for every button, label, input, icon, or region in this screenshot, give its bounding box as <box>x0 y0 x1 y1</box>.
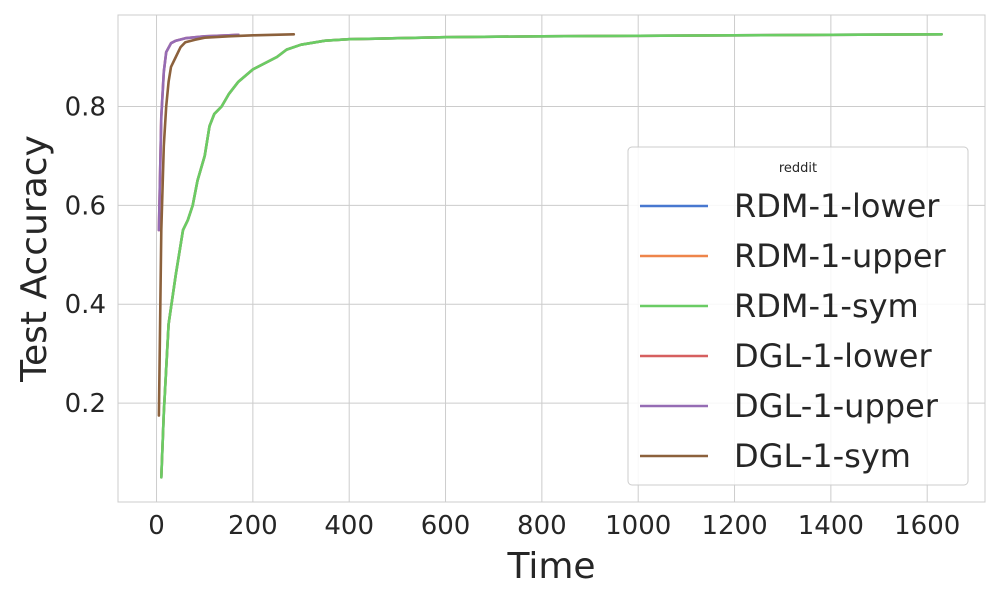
x-tick-label: 800 <box>517 511 567 541</box>
x-tick-label: 1000 <box>605 511 671 541</box>
y-tick-label: 0.8 <box>65 92 106 122</box>
legend-label: DGL-1-upper <box>734 387 939 425</box>
legend-label: RDM-1-upper <box>734 237 947 275</box>
y-tick-label: 0.6 <box>65 191 106 221</box>
legend-label: DGL-1-sym <box>734 437 911 475</box>
legend: reddit RDM-1-lower RDM-1-upper RDM-1-sym DG… <box>627 146 969 486</box>
x-tick-label: 400 <box>324 511 374 541</box>
legend-items: RDM-1-lower RDM-1-upper RDM-1-sym DGL-1-low… <box>640 187 947 475</box>
x-axis-ticks: 0 200 400 600 800 1000 1200 1400 1600 <box>148 511 960 541</box>
series-line-dgl-1-sym <box>157 33 296 417</box>
x-tick-label: 1600 <box>894 511 960 541</box>
y-tick-label: 0.2 <box>65 389 106 419</box>
y-axis-ticks: 0.2 0.4 0.6 0.8 <box>65 92 106 419</box>
x-tick-label: 1400 <box>798 511 864 541</box>
x-tick-label: 1200 <box>701 511 767 541</box>
y-axis-title: Test Accuracy <box>14 135 55 383</box>
legend-label: RDM-1-lower <box>734 187 940 225</box>
legend-title: reddit <box>779 161 817 176</box>
legend-label: RDM-1-sym <box>734 287 919 325</box>
legend-label: DGL-1-lower <box>734 337 932 375</box>
legend-box <box>627 146 969 486</box>
x-axis-title: Time <box>506 546 595 587</box>
x-tick-label: 200 <box>228 511 278 541</box>
y-tick-label: 0.4 <box>65 290 106 320</box>
series-lines <box>157 33 943 479</box>
x-tick-label: 600 <box>421 511 471 541</box>
x-tick-label: 0 <box>148 511 165 541</box>
series-line-rdm-1-sym <box>160 33 943 479</box>
